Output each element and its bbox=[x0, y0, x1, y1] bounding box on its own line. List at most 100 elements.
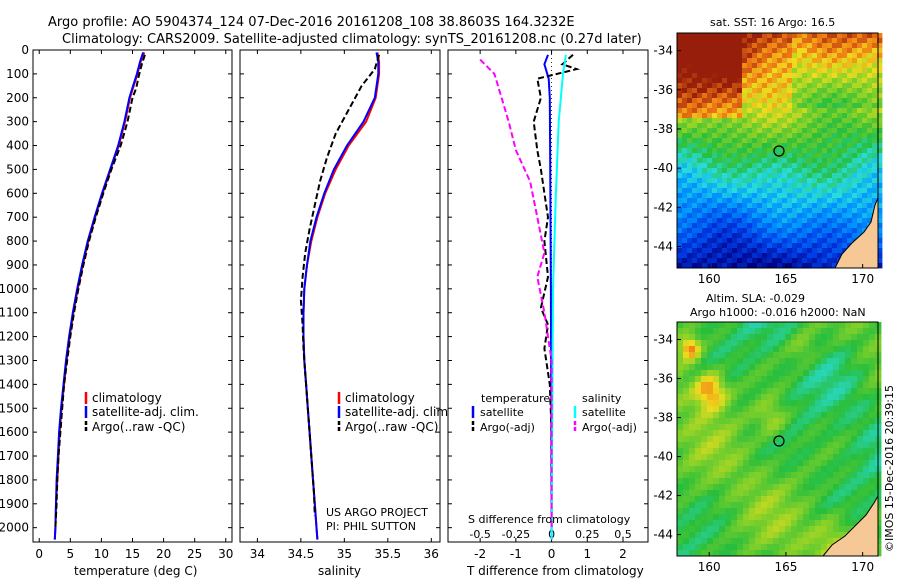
map-cell bbox=[732, 43, 738, 49]
map-cell bbox=[772, 153, 778, 159]
map-cell bbox=[827, 123, 833, 129]
map-cell bbox=[787, 43, 793, 49]
map-cell bbox=[792, 258, 798, 264]
map-cell bbox=[857, 193, 863, 199]
map-cell bbox=[683, 502, 690, 509]
map-cell bbox=[737, 442, 744, 449]
map-cell bbox=[712, 123, 718, 129]
depth-tick-label: 1200 bbox=[0, 330, 29, 344]
map-cell bbox=[717, 43, 723, 49]
map-cell bbox=[755, 550, 762, 557]
map-cell bbox=[707, 412, 714, 419]
map-cell bbox=[749, 484, 756, 491]
map-cell bbox=[807, 168, 813, 174]
map-cell bbox=[767, 544, 774, 551]
map-cell bbox=[717, 163, 723, 169]
map-cell bbox=[717, 93, 723, 99]
map-cell bbox=[852, 33, 858, 39]
map-cell bbox=[743, 520, 750, 527]
map-cell bbox=[839, 448, 846, 455]
map-cell bbox=[749, 358, 756, 365]
map-cell bbox=[821, 430, 828, 437]
map-cell bbox=[743, 352, 750, 359]
map-cell bbox=[773, 448, 780, 455]
map-cell bbox=[689, 442, 696, 449]
map-cell bbox=[877, 158, 883, 164]
map-cell bbox=[743, 532, 750, 539]
map-cell bbox=[707, 223, 713, 229]
map-cell bbox=[863, 418, 870, 425]
map-cell bbox=[867, 78, 873, 84]
map-cell bbox=[761, 472, 768, 479]
map-cell bbox=[757, 243, 763, 249]
map-cell bbox=[791, 388, 798, 395]
map-cell bbox=[697, 58, 703, 64]
map-cell bbox=[707, 93, 713, 99]
map-cell bbox=[802, 178, 808, 184]
map-cell bbox=[792, 193, 798, 199]
map-cell bbox=[725, 466, 732, 473]
map-cell bbox=[755, 514, 762, 521]
map-cell bbox=[702, 208, 708, 214]
map-cell bbox=[827, 103, 833, 109]
map-cell bbox=[683, 544, 690, 551]
map-cell bbox=[812, 133, 818, 139]
map-cell bbox=[687, 128, 693, 134]
map-cell bbox=[742, 158, 748, 164]
map-cell bbox=[689, 328, 696, 335]
map-cell bbox=[737, 526, 744, 533]
map-cell bbox=[767, 103, 773, 109]
map-cell bbox=[791, 352, 798, 359]
map-cell bbox=[803, 400, 810, 407]
map-cell bbox=[692, 178, 698, 184]
map-cell bbox=[777, 68, 783, 74]
map-cell bbox=[779, 322, 786, 329]
map-cell bbox=[717, 183, 723, 189]
map-cell bbox=[797, 328, 804, 335]
map-cell bbox=[702, 258, 708, 264]
map-cell bbox=[787, 103, 793, 109]
map-cell bbox=[747, 243, 753, 249]
map-cell bbox=[827, 412, 834, 419]
map-cell bbox=[749, 406, 756, 413]
map-cell bbox=[833, 340, 840, 347]
map-cell bbox=[762, 238, 768, 244]
map-cell bbox=[719, 346, 726, 353]
map-cell bbox=[767, 478, 774, 485]
map-cell bbox=[757, 68, 763, 74]
map-cell bbox=[797, 103, 803, 109]
map-cell bbox=[762, 123, 768, 129]
map-cell bbox=[877, 258, 883, 264]
map-cell bbox=[762, 138, 768, 144]
map-cell bbox=[792, 253, 798, 259]
map-cell bbox=[719, 478, 726, 485]
map-cell bbox=[697, 223, 703, 229]
map-cell bbox=[833, 424, 840, 431]
map-cell bbox=[747, 203, 753, 209]
map-cell bbox=[752, 63, 758, 69]
map-cell bbox=[755, 454, 762, 461]
map-cell bbox=[702, 148, 708, 154]
map-cell bbox=[677, 430, 684, 437]
map-cell bbox=[827, 133, 833, 139]
map-cell bbox=[787, 133, 793, 139]
map-cell bbox=[761, 448, 768, 455]
map-cell bbox=[837, 213, 843, 219]
map-cell bbox=[743, 448, 750, 455]
map-cell bbox=[857, 388, 864, 395]
map-cell bbox=[682, 163, 688, 169]
map-cell bbox=[851, 334, 858, 341]
map-cell bbox=[785, 526, 792, 533]
map-cell bbox=[872, 138, 878, 144]
map-cell bbox=[782, 53, 788, 59]
map-cell bbox=[782, 93, 788, 99]
map-cell bbox=[707, 502, 714, 509]
map-lat-label: -36 bbox=[653, 83, 673, 97]
map-cell bbox=[773, 526, 780, 533]
map-cell bbox=[702, 243, 708, 249]
map-cell bbox=[761, 532, 768, 539]
map-cell bbox=[773, 496, 780, 503]
map-cell bbox=[851, 406, 858, 413]
map-cell bbox=[822, 103, 828, 109]
map-cell bbox=[785, 550, 792, 557]
